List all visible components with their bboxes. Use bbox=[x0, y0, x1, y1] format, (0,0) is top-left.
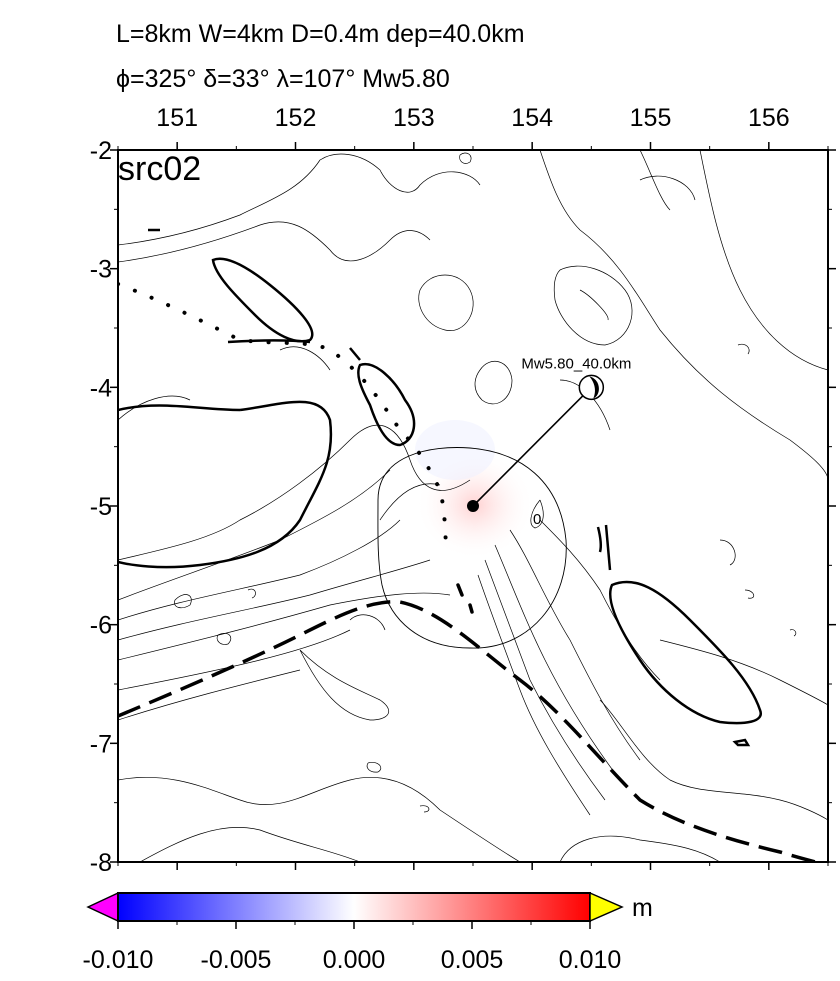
colorbar-over-arrow bbox=[589, 891, 624, 923]
deformation-shading-negative bbox=[415, 420, 495, 480]
colorbar-under-arrow bbox=[86, 891, 119, 923]
lon-tick-label: 156 bbox=[748, 104, 790, 132]
lat-tick-label: -3 bbox=[90, 256, 112, 284]
lat-tick-label: -2 bbox=[90, 137, 112, 165]
source-parameters-line2: ϕ=325° δ=33° λ=107° Mw5.80 bbox=[116, 65, 450, 93]
lat-tick-label: -8 bbox=[90, 849, 112, 877]
colorbar-ramp bbox=[117, 892, 591, 922]
beachball-icon bbox=[578, 374, 605, 401]
colorbar-tick-label: -0.010 bbox=[83, 946, 154, 974]
source-range-circle bbox=[377, 447, 567, 649]
fault-line-dotted bbox=[118, 282, 448, 547]
lon-tick-label: 153 bbox=[393, 104, 435, 132]
epicenter-marker bbox=[467, 500, 479, 512]
colorbar-tick-label: 0.000 bbox=[323, 946, 386, 974]
fault-segment bbox=[456, 583, 474, 614]
panel-label: src02 bbox=[118, 150, 201, 188]
lat-tick-label: -4 bbox=[90, 374, 112, 402]
latitude-axis: -2 -3 -4 -5 -6 -7 -8 bbox=[90, 137, 836, 877]
coastline-contours bbox=[118, 257, 762, 747]
colorbar: m -0.010 -0.005 0.000 0.005 0.010 bbox=[83, 891, 653, 974]
lon-tick-label: 152 bbox=[275, 104, 317, 132]
lon-tick-label: 154 bbox=[511, 104, 553, 132]
source-markers: Mw5.80_40.0km 0 bbox=[467, 355, 631, 528]
lon-tick-label: 155 bbox=[630, 104, 672, 132]
source-parameters-line1: L=8km W=4km D=0.4m dep=40.0km bbox=[116, 20, 525, 48]
source-link-line bbox=[472, 386, 592, 507]
lon-tick-label: 151 bbox=[156, 104, 198, 132]
lat-tick-label: -7 bbox=[90, 730, 112, 758]
colorbar-tick-label: 0.005 bbox=[441, 946, 504, 974]
bathymetry-contours bbox=[118, 150, 828, 862]
colorbar-unit: m bbox=[632, 894, 653, 922]
contour-zero-label: 0 bbox=[533, 511, 541, 528]
trench-line bbox=[118, 600, 823, 862]
colorbar-tick-label: 0.010 bbox=[559, 946, 622, 974]
colorbar-tick-label: -0.005 bbox=[201, 946, 272, 974]
source-label: Mw5.80_40.0km bbox=[521, 355, 631, 372]
longitude-axis: 151 152 153 154 155 156 bbox=[117, 104, 829, 870]
lat-tick-label: -6 bbox=[90, 612, 112, 640]
colorbar-ticks: -0.010 -0.005 0.000 0.005 0.010 bbox=[83, 921, 622, 974]
lat-tick-label: -5 bbox=[90, 493, 112, 521]
